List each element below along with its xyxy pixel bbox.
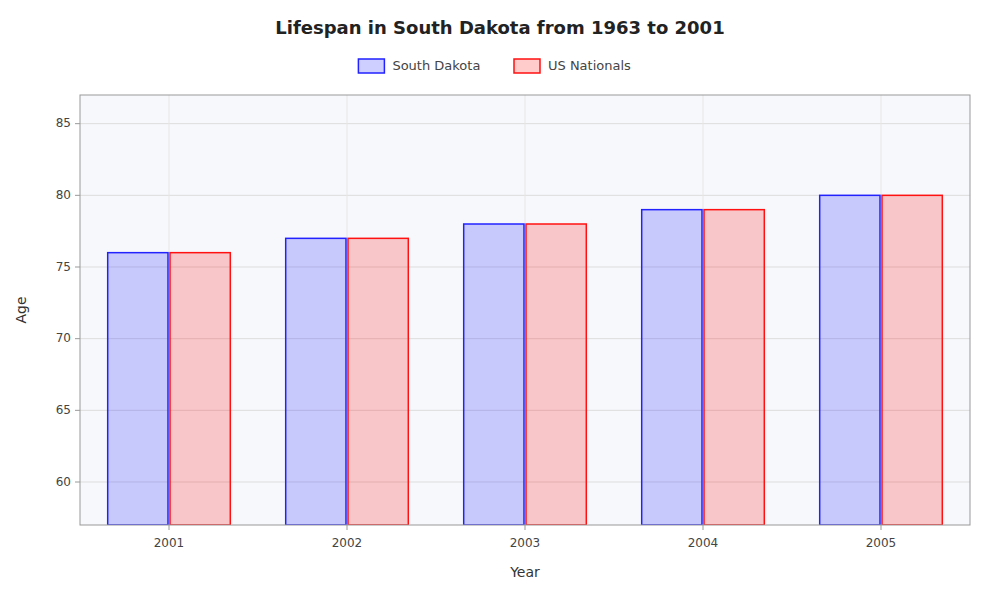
legend-label: South Dakota (392, 58, 480, 73)
x-tick-label: 2004 (688, 536, 719, 550)
bar (820, 195, 880, 525)
bar (348, 238, 408, 525)
grid (80, 95, 970, 525)
bars (108, 195, 943, 525)
y-tick-label: 65 (56, 403, 71, 417)
x-tick-label: 2003 (510, 536, 541, 550)
x-tick (347, 525, 348, 530)
bar (704, 210, 764, 525)
bar (464, 224, 524, 525)
legend-label: US Nationals (548, 58, 631, 73)
y-tick-label: 60 (56, 475, 71, 489)
x-tick (525, 525, 526, 530)
x-tick (703, 525, 704, 530)
bar (108, 253, 168, 525)
y-tick-label: 85 (56, 116, 71, 130)
y-axis: 60 65 70 75 80 85 (56, 116, 80, 488)
y-tick (75, 123, 80, 124)
x-axis-label: Year (509, 564, 540, 580)
plot-frame (80, 95, 970, 525)
bar (642, 210, 702, 525)
x-tick (881, 525, 882, 530)
bar (170, 253, 230, 525)
bar (882, 195, 942, 525)
x-tick-label: 2002 (332, 536, 363, 550)
bar (286, 238, 346, 525)
y-tick (75, 267, 80, 268)
x-tick (169, 525, 170, 530)
y-tick (75, 482, 80, 483)
legend-swatch (358, 59, 384, 73)
y-axis-label: Age (13, 296, 29, 323)
bar (526, 224, 586, 525)
title: Lifespan in South Dakota from 1963 to 20… (275, 17, 724, 38)
y-tick (75, 195, 80, 196)
x-tick-label: 2001 (154, 536, 185, 550)
x-axis: 2001 2002 2003 2004 2005 (154, 525, 897, 550)
chart: 60 65 70 75 80 85 2001 2002 2003 2004 2005 Year Age L… (0, 0, 1000, 600)
y-tick-label: 80 (56, 188, 71, 202)
legend: South Dakota US Nationals (358, 58, 631, 74)
legend-swatch (514, 59, 540, 73)
y-tick-label: 70 (56, 331, 71, 345)
plot-background (80, 95, 970, 525)
y-tick (75, 338, 80, 339)
x-tick-label: 2005 (866, 536, 897, 550)
y-tick-label: 75 (56, 260, 71, 274)
y-tick (75, 410, 80, 411)
